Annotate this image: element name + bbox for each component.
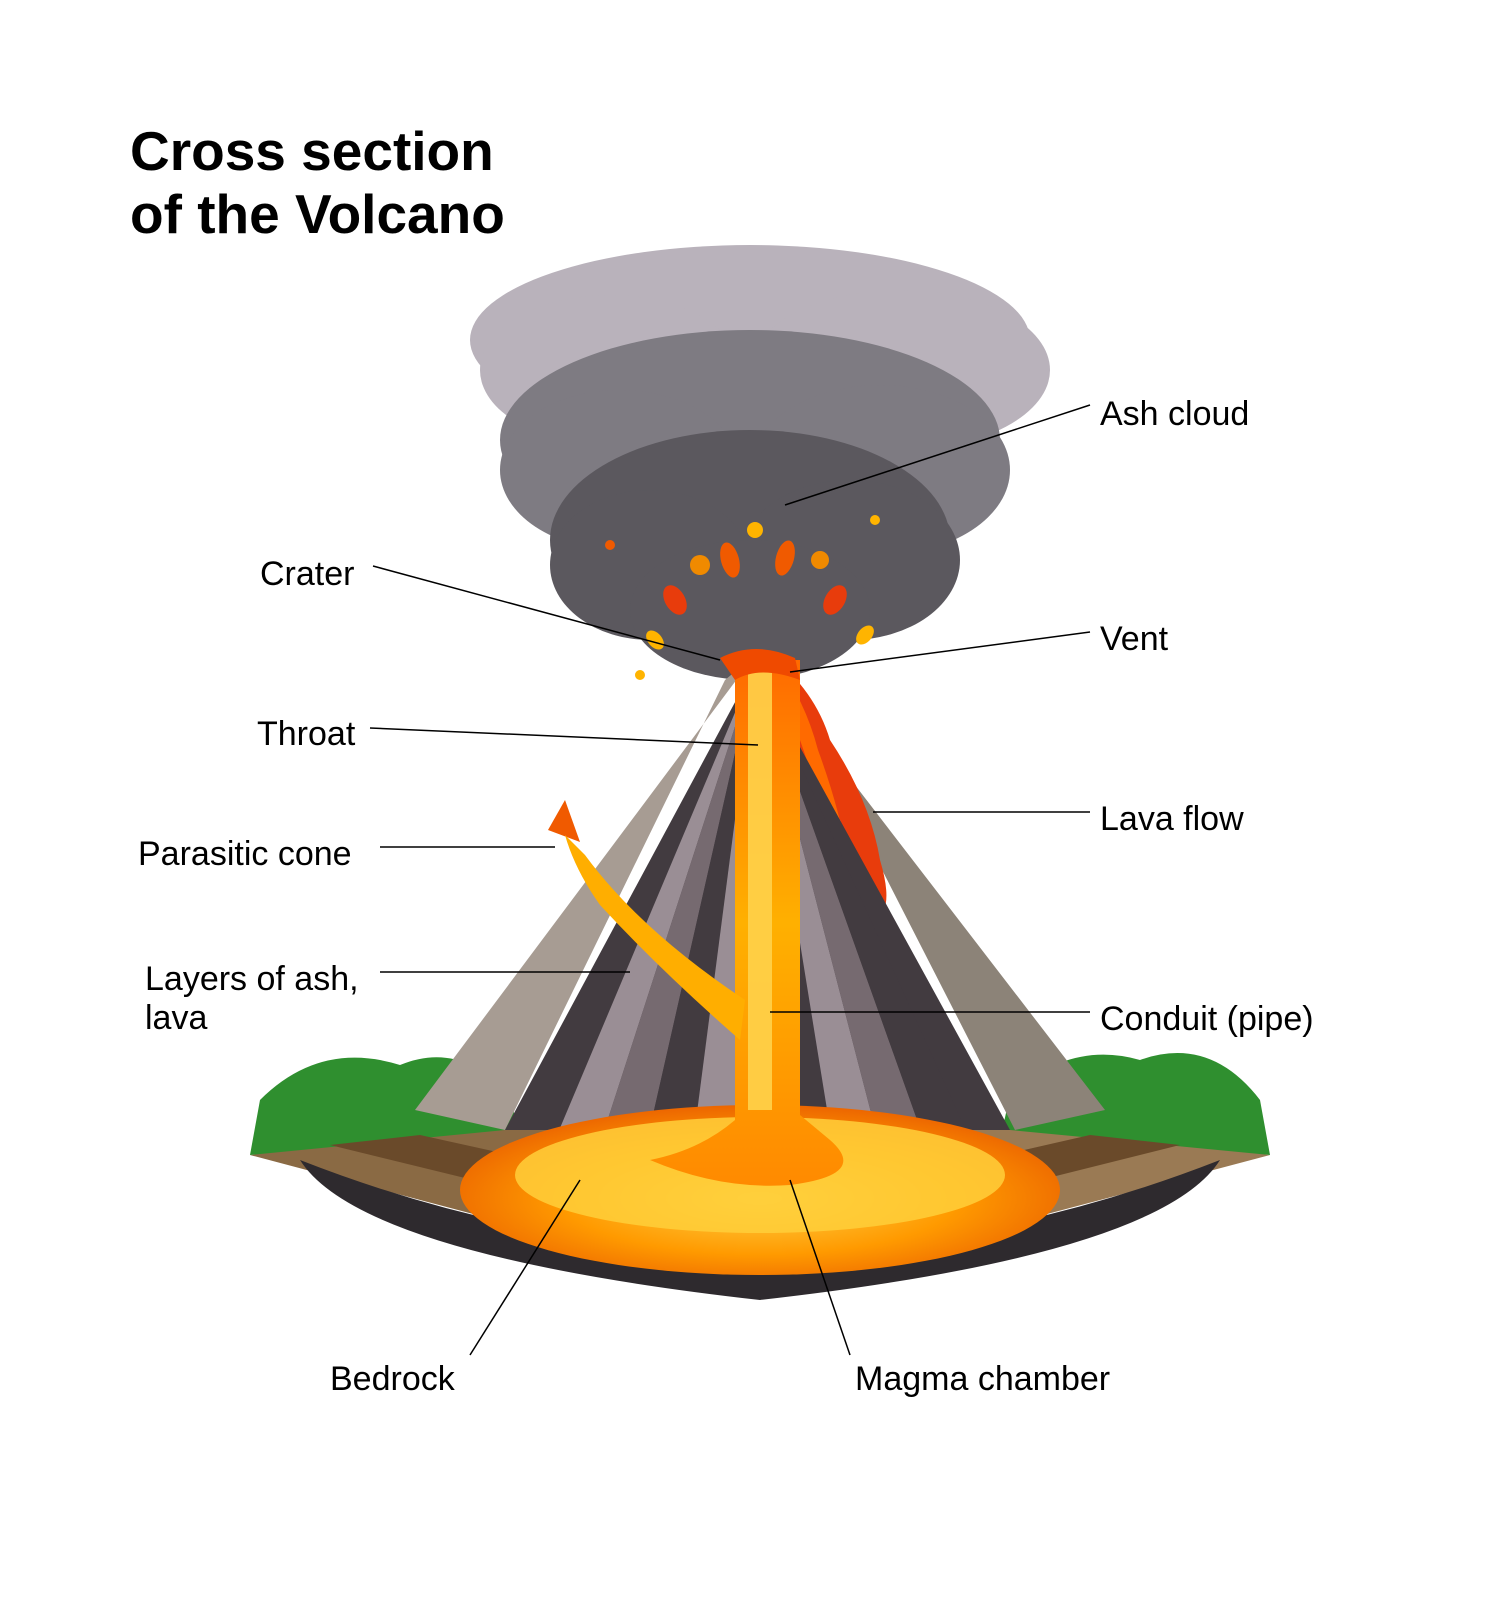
label-throat: Throat bbox=[257, 715, 355, 754]
label-magma: Magma chamber bbox=[855, 1360, 1110, 1399]
label-lava-flow: Lava flow bbox=[1100, 800, 1244, 839]
parasitic-cone-shape bbox=[548, 800, 580, 842]
label-vent: Vent bbox=[1100, 620, 1168, 659]
volcano-diagram bbox=[0, 0, 1500, 1600]
label-conduit: Conduit (pipe) bbox=[1100, 1000, 1314, 1039]
label-layers: Layers of ash, lava bbox=[145, 960, 359, 1038]
label-crater: Crater bbox=[260, 555, 354, 594]
label-ash-cloud: Ash cloud bbox=[1100, 395, 1249, 434]
label-bedrock: Bedrock bbox=[330, 1360, 455, 1399]
diagram-canvas: Cross sectionof the Volcano bbox=[0, 0, 1500, 1600]
ash-cloud-shape bbox=[470, 245, 1050, 680]
label-parasitic: Parasitic cone bbox=[138, 835, 352, 874]
